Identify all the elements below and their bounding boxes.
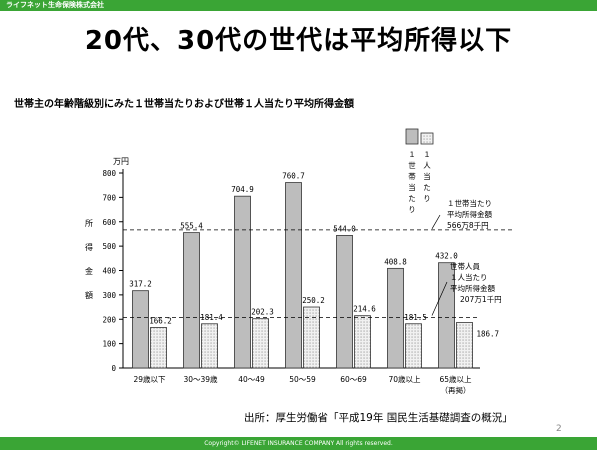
per-person-bar (150, 327, 167, 369)
household-value-label: 432.0 (435, 252, 458, 261)
y-axis-label-char: 金 (85, 266, 93, 276)
legend-per-person-label-char: り (423, 194, 431, 203)
legend-per-person-label-char: １ (423, 150, 431, 159)
per-person-bar (252, 318, 269, 369)
y-tick-label: 200 (102, 315, 116, 324)
per-person-bar (201, 323, 218, 369)
per-person-average-leader (431, 281, 448, 316)
category-label: 60～69 (340, 375, 367, 384)
legend-household-label-char: 世 (408, 160, 416, 170)
y-tick-label: 0 (111, 364, 116, 373)
category-sublabel: （再掲） (441, 385, 471, 395)
household-value-label: 544.0 (333, 224, 356, 233)
source-citation: 出所：厚生労働省「平成19年 国民生活基礎調査の概況」 (244, 412, 513, 424)
per-person-bar (456, 322, 473, 369)
y-tick-label: 700 (102, 193, 116, 202)
legend-household-label-char: 帯 (408, 171, 416, 181)
copyright-notice: Copyright© LIFENET INSURANCE COMPANY All… (204, 440, 393, 447)
household-bar (336, 234, 353, 369)
legend-household-label-char: り (408, 205, 416, 214)
page-number: 2 (556, 424, 562, 434)
y-axis-label-char: 所 (85, 218, 93, 228)
household-bar (438, 262, 455, 369)
per-person-value-label: 186.7 (477, 329, 500, 338)
per-person-value-label: 250.2 (302, 296, 325, 305)
per-person-average-label: 平均所得金額 (450, 283, 495, 293)
y-tick-label: 800 (102, 169, 116, 178)
category-label: 40～49 (238, 375, 265, 384)
household-bar (387, 267, 404, 369)
household-value-label: 408.8 (384, 257, 407, 266)
per-person-average-label: １人当たり (450, 272, 488, 282)
company-name: ライフネット生命保険株式会社 (6, 1, 104, 9)
per-person-value-label: 181.5 (404, 313, 427, 322)
per-person-value-label: 166.2 (149, 316, 172, 325)
household-value-label: 555.4 (180, 222, 203, 231)
legend-per-person-label-char: 人 (423, 161, 431, 170)
per-person-value-label: 202.3 (251, 308, 274, 317)
legend-per-person-swatch (420, 132, 434, 145)
bottom-brand-bar: Copyright© LIFENET INSURANCE COMPANY All… (0, 437, 597, 450)
per-person-average-label: 207万1千円 (460, 294, 502, 304)
category-label: 50～59 (289, 375, 316, 384)
y-tick-label: 100 (102, 340, 116, 349)
category-label: 70歳以上 (388, 374, 421, 384)
per-person-average-label: 世帯人員 (450, 261, 480, 271)
y-tick-label: 500 (102, 242, 116, 251)
y-axis-label-char: 額 (85, 290, 93, 300)
y-axis-label-char: 得 (85, 242, 93, 252)
legend-household-swatch (405, 128, 419, 145)
legend-household-label-char: た (408, 194, 416, 203)
legend-household-label-char: 当 (408, 182, 416, 192)
top-brand-bar: ライフネット生命保険株式会社 (0, 0, 597, 11)
per-person-bar (354, 315, 371, 369)
chart-title: 世帯主の年齢階級別にみた１世帯当たりおよび世帯１人当たり平均所得金額 (14, 99, 354, 110)
legend-per-person-label-char: た (423, 183, 431, 192)
household-average-leader (431, 214, 441, 230)
y-tick-label: 600 (102, 218, 116, 227)
household-bar (234, 195, 251, 369)
per-person-bar (303, 306, 320, 369)
category-label: 30～39歳 (183, 374, 218, 384)
y-tick-label: 400 (102, 267, 116, 276)
household-average-label: 566万8千円 (447, 220, 489, 230)
legend-per-person-label-char: 当 (423, 171, 431, 181)
household-bar (132, 290, 149, 369)
household-average-label: １世帯当たり (447, 198, 492, 208)
category-label: 29歳以下 (133, 374, 166, 384)
household-value-label: 760.7 (282, 172, 305, 181)
slide-title: 20代、30代の世代は平均所得以下 (84, 26, 513, 56)
legend-household-label-char: １ (408, 150, 416, 159)
household-value-label: 704.9 (231, 185, 254, 194)
household-value-label: 317.2 (129, 280, 152, 289)
y-tick-label: 300 (102, 291, 116, 300)
household-average-label: 平均所得金額 (447, 209, 492, 219)
category-label: 65歳以上 (439, 374, 472, 384)
per-person-bar (405, 323, 422, 369)
household-bar (183, 232, 200, 369)
y-axis-unit: 万円 (113, 157, 129, 166)
per-person-value-label: 214.6 (353, 305, 376, 314)
household-bar (285, 182, 302, 369)
per-person-value-label: 181.4 (200, 313, 223, 322)
